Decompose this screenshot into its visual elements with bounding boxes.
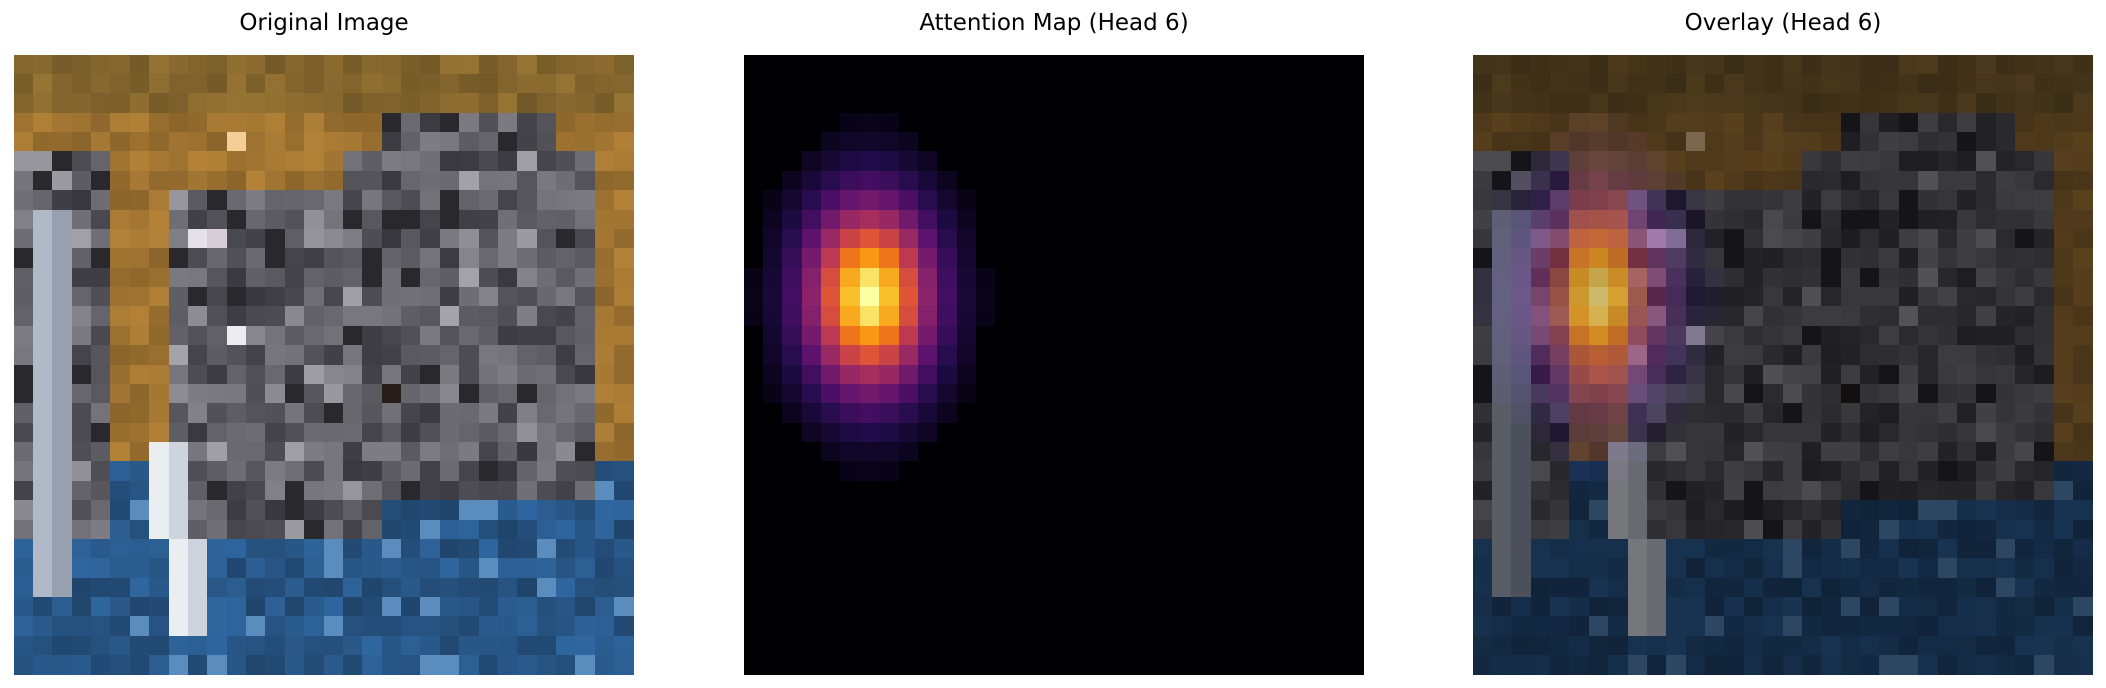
attention-map-title: Attention Map (Head 6) xyxy=(919,10,1189,36)
original-image-panel: Original Image xyxy=(14,0,634,688)
attention-map-image xyxy=(744,55,1364,675)
original-image xyxy=(14,55,634,675)
attention-map-panel: Attention Map (Head 6) xyxy=(744,0,1364,688)
original-image-title: Original Image xyxy=(239,10,409,36)
overlay-panel: Overlay (Head 6) xyxy=(1473,0,2093,688)
overlay-title: Overlay (Head 6) xyxy=(1684,10,1882,36)
overlay-image xyxy=(1473,55,2093,675)
